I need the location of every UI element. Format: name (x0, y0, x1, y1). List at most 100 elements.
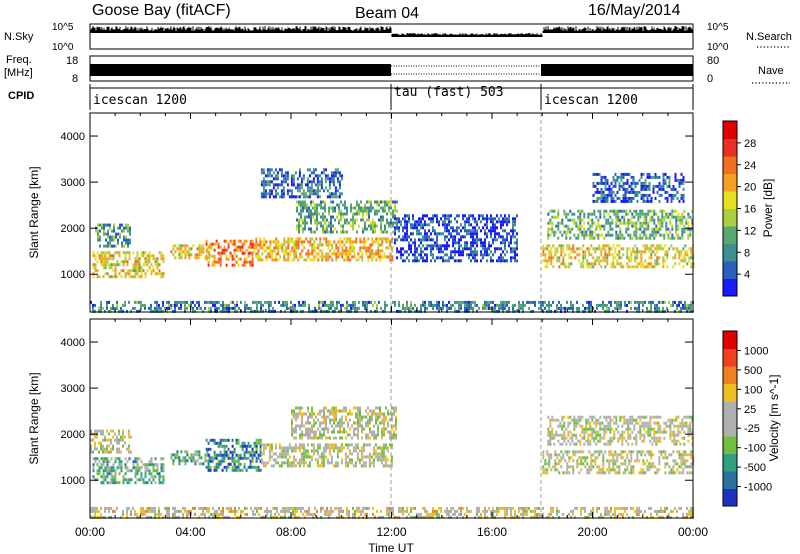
range-cell (148, 469, 151, 473)
range-cell (374, 212, 376, 216)
range-cell (506, 300, 508, 304)
range-cell (97, 238, 99, 242)
range-cell (340, 212, 342, 216)
range-cell (389, 412, 391, 416)
range-cell (665, 230, 668, 234)
range-cell (600, 450, 603, 454)
range-cell (664, 250, 667, 254)
range-cell (375, 406, 377, 410)
range-cell (370, 200, 372, 204)
range-cell (325, 255, 328, 259)
range-cell (610, 187, 613, 191)
range-cell (673, 215, 676, 219)
range-cell (651, 218, 654, 222)
range-cell (110, 457, 113, 461)
range-cell (208, 253, 211, 257)
range-cell (340, 215, 342, 219)
range-cell (383, 252, 386, 256)
range-cell (306, 183, 309, 187)
range-cell (305, 412, 307, 416)
range-cell (559, 230, 562, 234)
range-cell (329, 249, 332, 253)
range-cell (298, 171, 301, 175)
range-cell (438, 256, 440, 260)
range-cell (651, 227, 654, 231)
range-cell (436, 214, 438, 218)
nsearch-label: N.Search (746, 31, 792, 43)
range-cell (324, 227, 326, 231)
range-cell (320, 452, 323, 456)
range-cell (351, 436, 353, 440)
range-cell (339, 409, 341, 413)
range-cell (586, 300, 588, 304)
range-cell (616, 190, 619, 194)
range-cell (482, 217, 484, 221)
range-cell (336, 189, 339, 193)
range-cell (309, 412, 311, 416)
range-cell (225, 248, 228, 252)
range-cell (644, 193, 647, 197)
range-cell (316, 183, 319, 187)
range-cell (350, 306, 352, 310)
range-cell (284, 303, 286, 307)
range-cell (311, 412, 313, 416)
range-cell (270, 449, 273, 453)
range-cell (108, 472, 111, 476)
range-cell (388, 206, 390, 210)
range-cell (162, 300, 164, 304)
range-cell (138, 457, 141, 461)
range-cell (178, 250, 181, 254)
range-cell (575, 224, 578, 228)
range-cell (144, 475, 147, 479)
range-cell (430, 238, 432, 242)
range-cell (488, 229, 490, 233)
range-cell (571, 227, 574, 231)
range-cell (602, 462, 605, 466)
range-cell (384, 209, 386, 213)
range-cell (625, 209, 628, 213)
range-cell (213, 263, 216, 267)
range-cell (110, 447, 112, 451)
range-cell (602, 300, 604, 304)
range-cell (606, 259, 609, 263)
range-cell (398, 217, 400, 221)
range-cell (664, 244, 667, 248)
range-cell (582, 450, 585, 454)
range-cell (661, 221, 664, 225)
range-cell (233, 257, 236, 261)
range-cell (630, 196, 633, 200)
range-cell (649, 218, 652, 222)
range-cell (322, 189, 325, 193)
range-cell (172, 244, 175, 248)
range-cell (335, 418, 337, 422)
range-cell (615, 221, 618, 225)
range-cell (104, 251, 107, 255)
range-cell (432, 214, 434, 218)
range-cell (426, 259, 428, 263)
range-cell (650, 199, 653, 203)
range-cell (142, 254, 145, 258)
range-cell (558, 471, 561, 475)
range-cell (660, 184, 663, 188)
range-cell (562, 262, 565, 266)
range-cell (450, 253, 452, 257)
range-cell (347, 240, 350, 244)
range-cell (331, 418, 333, 422)
range-cell (484, 241, 486, 245)
range-cell (215, 260, 218, 264)
range-cell (687, 236, 690, 240)
range-cell (610, 253, 613, 257)
range-cell (396, 238, 398, 242)
range-cell (500, 235, 502, 239)
range-cell (144, 257, 147, 261)
range-cell (357, 409, 359, 413)
range-cell (565, 215, 568, 219)
range-cell (365, 409, 367, 413)
range-cell (126, 263, 129, 267)
range-cell (681, 215, 684, 219)
range-cell (352, 206, 354, 210)
range-cell (150, 272, 153, 276)
range-cell (100, 260, 103, 264)
range-cell (674, 172, 677, 176)
